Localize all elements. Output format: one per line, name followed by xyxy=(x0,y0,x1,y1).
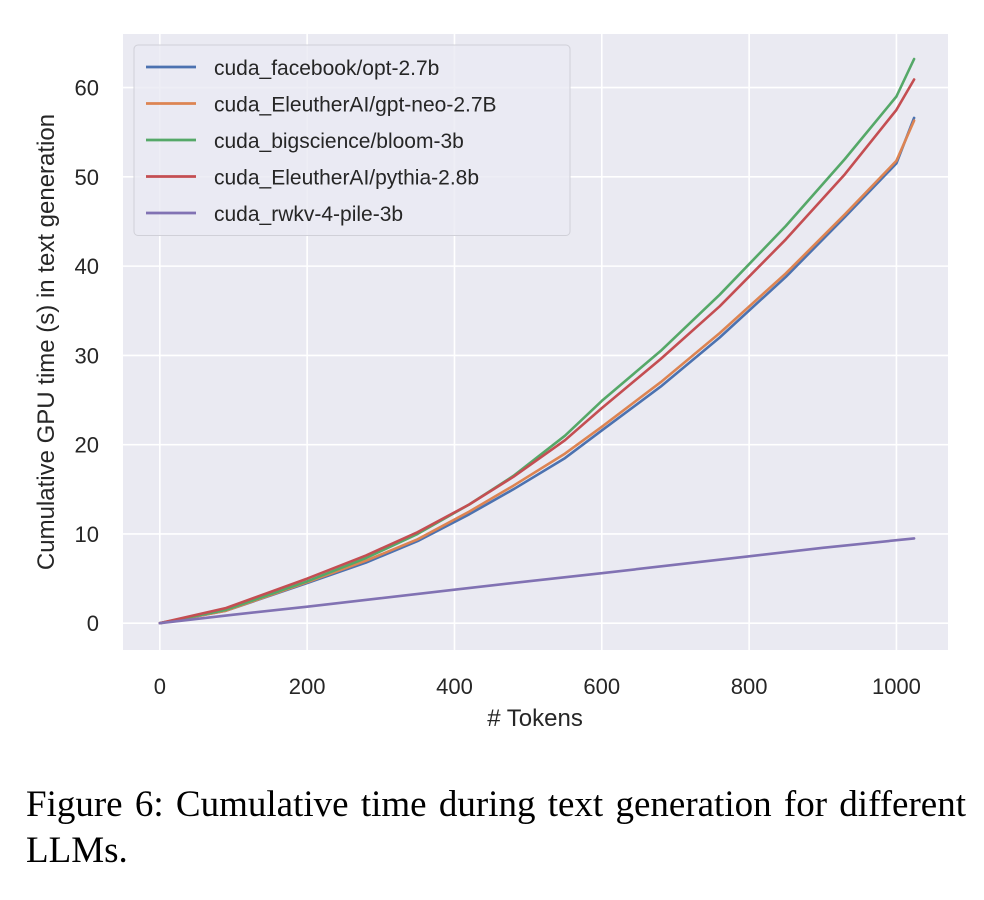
x-tick-label: 600 xyxy=(583,674,620,699)
legend-entry-label: cuda_bigscience/bloom-3b xyxy=(214,130,464,153)
x-axis-label: # Tokens xyxy=(487,705,583,732)
y-tick-label: 50 xyxy=(75,165,99,190)
figure-caption: Figure 6: Cumulative time during text ge… xyxy=(26,784,966,871)
x-tick-label: 1000 xyxy=(872,674,921,699)
legend-entry-label: cuda_EleutherAI/pythia-2.8b xyxy=(214,167,479,190)
line-chart: 0 200 400 600 800 1000 0 10 20 30 40 50 60 cuda_fac… xyxy=(33,34,948,732)
series-line xyxy=(158,119,916,625)
legend: cuda_facebook/opt-2.7b cuda_EleutherAI/gp… xyxy=(133,44,571,236)
y-tick-label: 30 xyxy=(75,343,99,368)
x-axis-ticks: 0 200 400 600 800 1000 xyxy=(154,674,921,699)
legend-box xyxy=(133,44,571,236)
legend-entry-label: cuda_rwkv-4-pile-3b xyxy=(214,203,403,226)
series-line xyxy=(158,78,916,625)
y-tick-label: 10 xyxy=(75,522,99,547)
x-tick-label: 200 xyxy=(289,674,326,699)
x-tick-label: 0 xyxy=(154,674,166,699)
legend-entry-label: cuda_EleutherAI/gpt-neo-2.7B xyxy=(214,94,497,117)
x-tick-label: 800 xyxy=(731,674,768,699)
series-lines xyxy=(158,57,916,625)
y-axis-label: Cumulative GPU time (s) in text generati… xyxy=(33,114,60,570)
y-tick-label: 20 xyxy=(75,433,99,458)
legend-entry-label: cuda_facebook/opt-2.7b xyxy=(214,57,439,80)
y-tick-label: 60 xyxy=(75,76,99,101)
series-line xyxy=(158,537,916,625)
y-axis-ticks: 0 10 20 30 40 50 60 xyxy=(75,76,99,637)
y-tick-label: 40 xyxy=(75,254,99,279)
series-line xyxy=(158,57,916,625)
y-tick-label: 0 xyxy=(87,611,99,636)
x-tick-label: 400 xyxy=(436,674,473,699)
